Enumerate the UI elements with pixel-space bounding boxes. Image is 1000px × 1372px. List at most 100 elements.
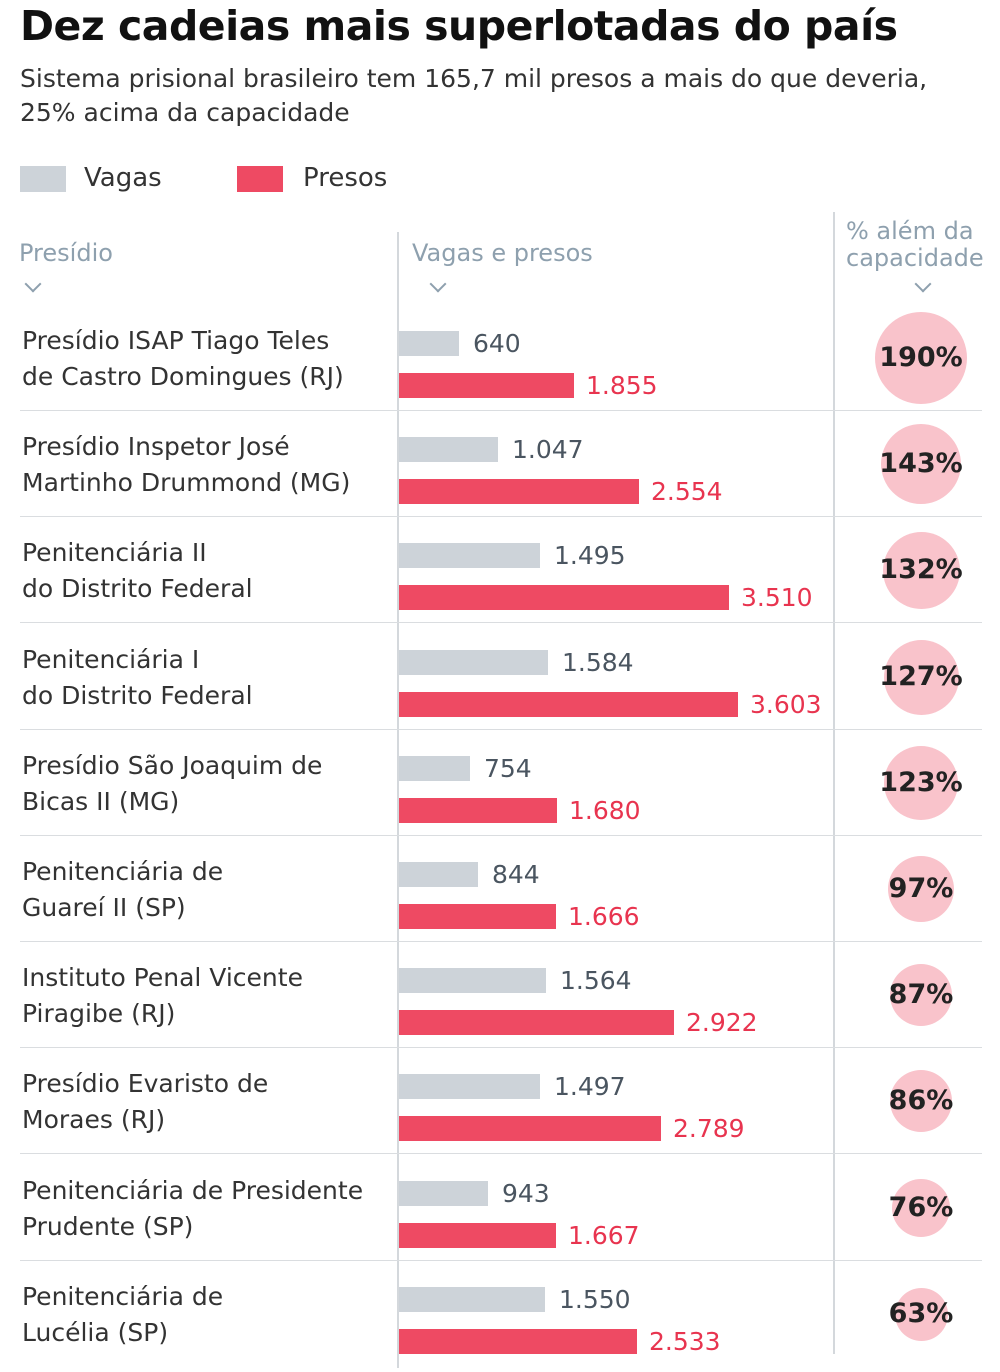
pct-label: 63% (888, 1298, 954, 1329)
pct-label: 87% (888, 979, 954, 1010)
row-divider (20, 729, 982, 730)
value-label-presos: 2.922 (686, 1008, 758, 1037)
pct-circle (881, 424, 961, 504)
bar-presos (399, 1223, 556, 1248)
pct-circle (883, 639, 959, 715)
row-name-line1: Presídio Evaristo de (22, 1069, 269, 1098)
row-name-line2: Guareí II (SP) (22, 893, 186, 922)
table-row: Penitenciária de Lucélia (SP) 1.550 2.533 63… (0, 1262, 1000, 1368)
row-name-line2: Prudente (SP) (22, 1212, 194, 1241)
bar-presos (399, 479, 639, 504)
pct-label: 97% (888, 873, 954, 904)
bar-vagas (399, 756, 470, 781)
value-label-vagas: 1.497 (554, 1072, 626, 1101)
row-name-line2: Moraes (RJ) (22, 1105, 166, 1134)
row-name-line1: Presídio São Joaquim de (22, 751, 323, 780)
row-name-line2: Lucélia (SP) (22, 1318, 169, 1347)
value-label-presos: 1.667 (568, 1221, 640, 1250)
row-name-line1: Penitenciária II (22, 538, 207, 567)
column-header-vagas-presos: Vagas e presos (412, 239, 593, 267)
row-divider (20, 835, 982, 836)
chart-subtitle: Sistema prisional brasileiro tem 165,7 m… (20, 64, 928, 127)
value-label-presos: 1.680 (569, 796, 641, 825)
value-label-vagas: 1.047 (512, 435, 584, 464)
bar-presos (399, 692, 738, 717)
row-name-line2: de Castro Domingues (RJ) (22, 362, 344, 391)
row-name-line1: Penitenciária I (22, 645, 200, 674)
value-label-presos: 1.666 (568, 902, 640, 931)
pct-column-divider (833, 212, 835, 1354)
table-row: Penitenciária de Presidente Prudente (SP)… (0, 1156, 1000, 1262)
table-row: Penitenciária de Guareí II (SP) 844 1.666 97… (0, 837, 1000, 943)
row-name-line1: Presídio ISAP Tiago Teles (22, 326, 330, 355)
pct-circle (882, 531, 960, 609)
value-label-vagas: 640 (473, 329, 521, 358)
row-divider (20, 516, 982, 517)
bar-vagas (399, 1074, 540, 1099)
row-name-line2: do Distrito Federal (22, 574, 253, 603)
value-label-vagas: 844 (492, 860, 540, 889)
bar-presos (399, 585, 729, 610)
row-name-line1: Presídio Inspetor José (22, 432, 290, 461)
pct-circle (875, 312, 967, 404)
bar-vagas (399, 1287, 545, 1312)
row-name-line2: Piragibe (RJ) (22, 999, 176, 1028)
pct-circle (888, 856, 954, 922)
column-header-presidio: Presídio (19, 239, 113, 267)
bar-presos (399, 373, 574, 398)
table-row: Presídio ISAP Tiago Teles de Castro Domin… (0, 306, 1000, 412)
row-name-line1: Instituto Penal Vicente (22, 963, 303, 992)
value-label-vagas: 754 (484, 754, 532, 783)
bar-presos (399, 1010, 674, 1035)
table-row: Penitenciária II do Distrito Federal 1.495… (0, 518, 1000, 624)
bar-presos (399, 1329, 637, 1354)
bar-vagas (399, 650, 548, 675)
table-row: Presídio São Joaquim de Bicas II (MG) 754 1… (0, 731, 1000, 837)
value-label-vagas: 1.584 (562, 648, 634, 677)
bars-column-divider (397, 232, 399, 1368)
row-divider (20, 941, 982, 942)
pct-circle (892, 1179, 950, 1237)
value-label-presos: 2.554 (651, 477, 723, 506)
value-label-presos: 2.533 (649, 1327, 721, 1356)
value-label-vagas: 1.495 (554, 541, 626, 570)
chevron-down-icon (429, 275, 447, 293)
row-name-line1: Penitenciária de (22, 1282, 224, 1311)
bar-vagas (399, 437, 498, 462)
value-label-vagas: 1.550 (559, 1285, 631, 1314)
chart-title: Dez cadeias mais superlotadas do país (20, 2, 898, 50)
row-name-line2: Martinho Drummond (MG) (22, 468, 351, 497)
pct-label: 123% (879, 767, 963, 798)
bar-vagas (399, 1181, 488, 1206)
bar-presos (399, 1116, 661, 1141)
bar-vagas (399, 543, 540, 568)
pct-circle (890, 1070, 952, 1132)
table-row: Instituto Penal Vicente Piragibe (RJ) 1.56… (0, 943, 1000, 1049)
value-label-presos: 3.603 (750, 690, 822, 719)
table-row: Presídio Evaristo de Moraes (RJ) 1.497 2.78… (0, 1049, 1000, 1155)
table-row: Presídio Inspetor José Martinho Drummond … (0, 412, 1000, 518)
pct-label: 190% (879, 342, 963, 373)
column-header-pct-line2: capacidade (846, 244, 984, 272)
row-divider (20, 1260, 982, 1261)
pct-circle (894, 1287, 948, 1341)
value-label-vagas: 943 (502, 1179, 550, 1208)
pct-label: 76% (888, 1192, 954, 1223)
bar-vagas (399, 331, 459, 356)
row-divider (20, 1153, 982, 1154)
bar-presos (399, 904, 556, 929)
bar-vagas (399, 968, 546, 993)
column-header-pct-line1: % além da (846, 217, 974, 245)
row-name-line1: Penitenciária de (22, 857, 224, 886)
bar-presos (399, 798, 557, 823)
legend-swatch-vagas (20, 166, 66, 192)
legend-swatch-presos (237, 166, 283, 192)
legend-label-presos: Presos (303, 163, 388, 193)
value-label-presos: 2.789 (673, 1114, 745, 1143)
row-name-line2: Bicas II (MG) (22, 787, 180, 816)
value-label-vagas: 1.564 (560, 966, 632, 995)
table-row: Penitenciária I do Distrito Federal 1.584 3… (0, 625, 1000, 731)
pct-label: 143% (879, 448, 963, 479)
chevron-down-icon (24, 275, 42, 293)
row-divider (20, 410, 982, 411)
